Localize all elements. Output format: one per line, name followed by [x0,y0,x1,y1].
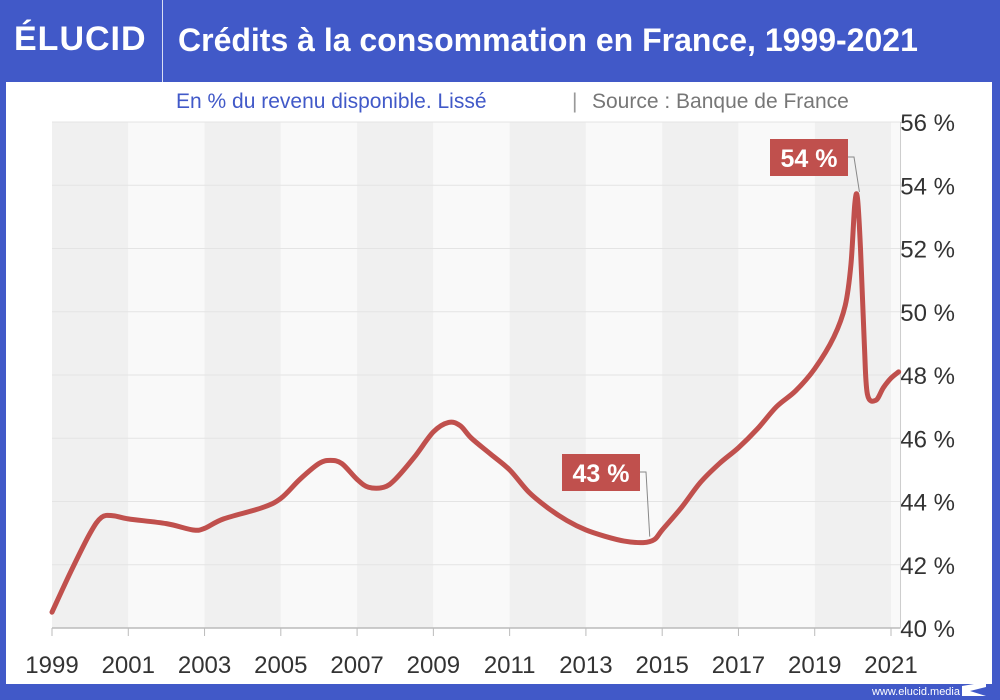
y-tick-label: 44 % [900,490,955,517]
annotation-leader [640,471,651,537]
header-divider [162,0,163,82]
x-tick-label: 2017 [712,652,765,679]
annotation-box [562,454,640,491]
y-tick-label: 46 % [900,426,955,453]
x-tick-label: 2019 [788,652,841,679]
x-tick-label: 1999 [25,652,78,679]
elucid-flag-icon [962,682,986,696]
subtitle: En % du revenu disponible. Lissé [176,90,487,113]
y-tick-label: 50 % [900,300,955,327]
x-tick-label: 2005 [254,652,307,679]
x-tick-label: 2009 [407,652,460,679]
x-tick-label: 2015 [635,652,688,679]
annotation-label: 43 % [573,460,630,488]
series-line [49,191,902,615]
footer-url[interactable]: www.elucid.media [871,686,960,698]
y-tick-label: 52 % [900,237,955,264]
annotation-leader [848,156,860,192]
y-tick-label: 54 % [900,173,955,200]
x-tick-label: 2003 [178,652,231,679]
x-tick-label: 2021 [864,652,917,679]
subtitle-separator: | [572,90,578,113]
header: ÉLUCID Crédits à la consommation en Fran… [0,0,1000,82]
x-tick-label: 2007 [330,652,383,679]
chart-title: Crédits à la consommation en France, 199… [178,22,918,58]
annotation-label: 54 % [781,145,838,173]
y-tick-label: 56 % [900,110,955,137]
logo: ÉLUCID [14,20,147,58]
source-label: Source : Banque de France [592,90,849,113]
x-tick-label: 2013 [559,652,612,679]
x-tick-label: 2001 [102,652,155,679]
y-tick-label: 40 % [900,616,955,643]
annotation-box [770,139,848,176]
x-tick-label: 2011 [484,652,536,679]
y-tick-label: 48 % [900,363,955,390]
y-tick-label: 42 % [900,553,955,580]
